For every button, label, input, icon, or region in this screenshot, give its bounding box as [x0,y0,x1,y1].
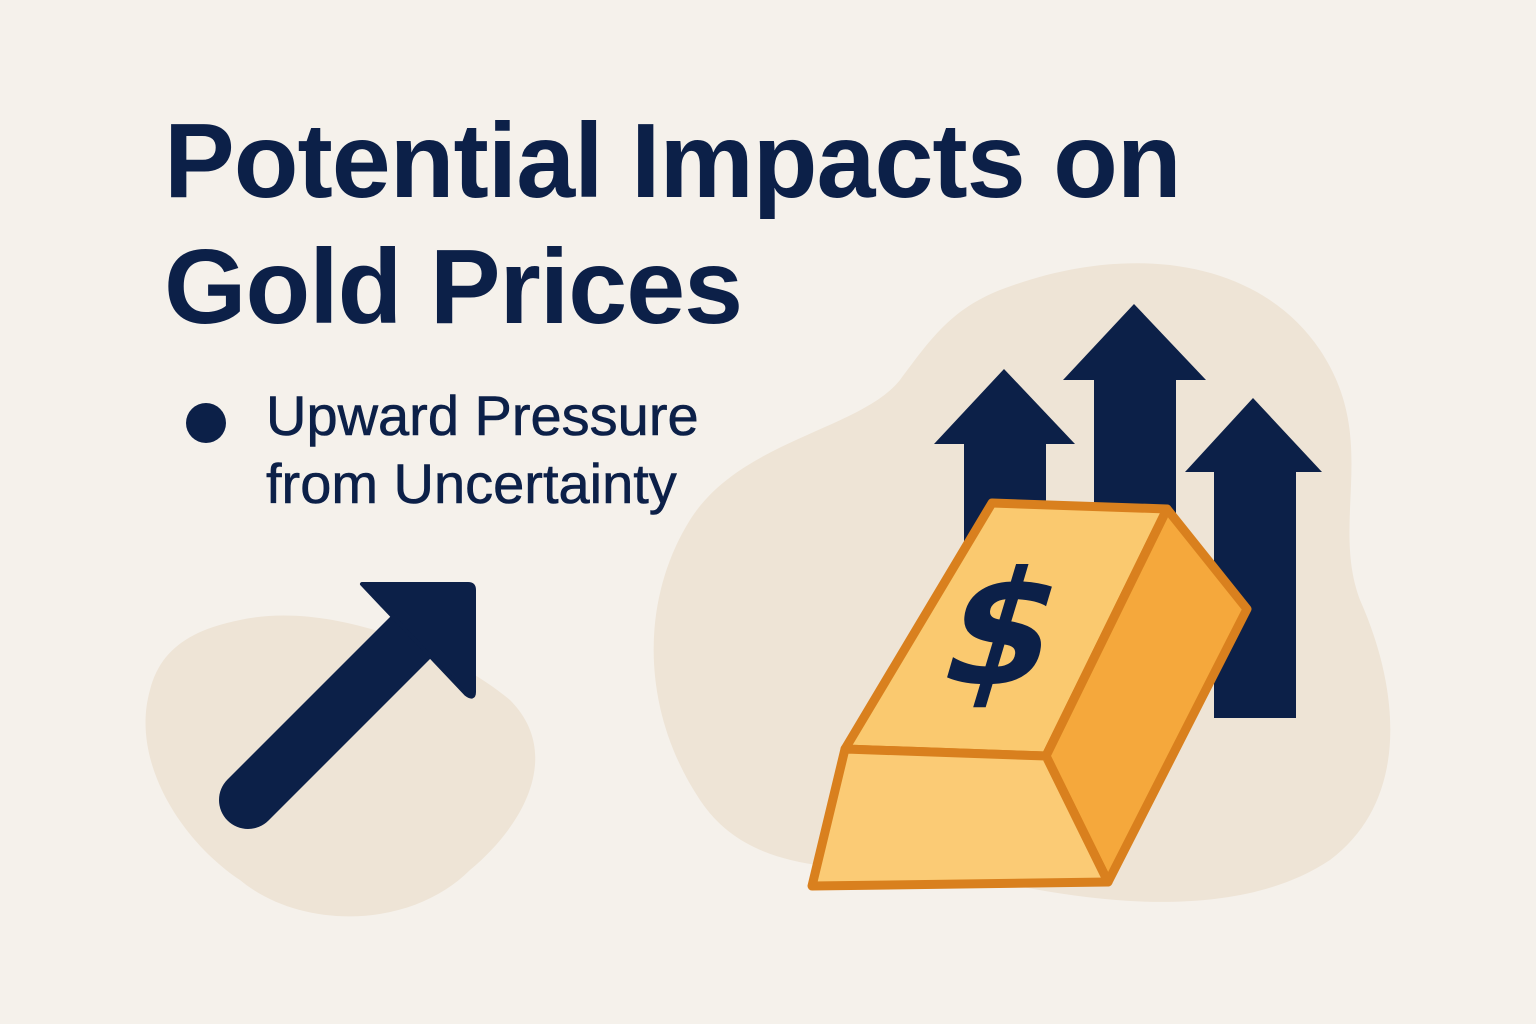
title-line-1: Potential Impacts on [164,102,1182,220]
dollar-sign-icon: $ [938,538,1067,721]
page-title: Potential Impacts on Gold Prices [164,98,1364,350]
bullet-line-1: Upward Pressure [266,384,699,448]
bullet-dot-icon [186,403,226,443]
diagonal-up-arrow-icon [219,582,476,829]
gold-bar-front-face [807,744,1113,891]
background-blob-left [145,615,536,917]
bullet-text: Upward Pressure from Uncertainty [266,382,826,518]
up-arrow-icon [1185,398,1322,718]
gold-bar-icon: $ [807,498,1252,891]
bullet-line-2: from Uncertainty [266,452,677,516]
title-line-2: Gold Prices [164,228,743,346]
